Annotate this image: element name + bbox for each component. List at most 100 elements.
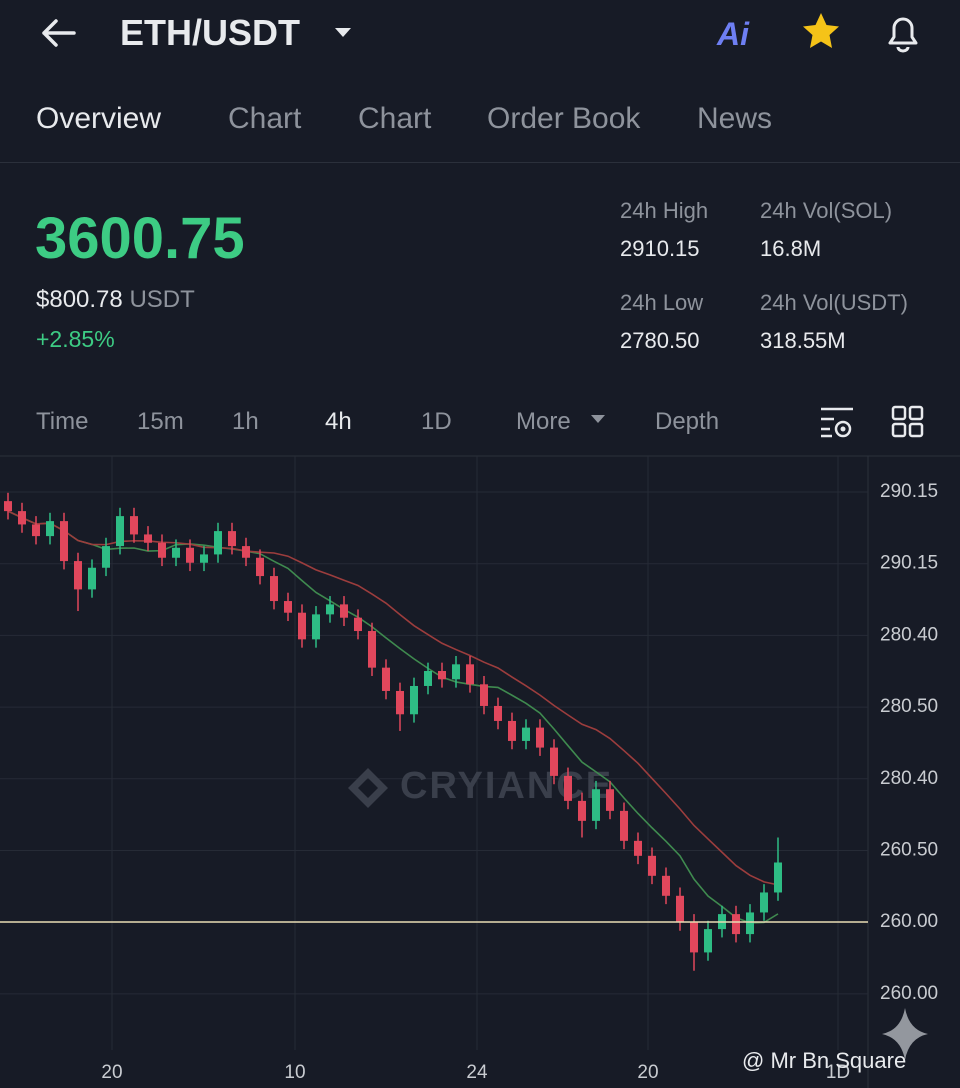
candle-body [130, 516, 138, 535]
back-button[interactable] [38, 16, 78, 50]
y-axis-label: 260.00 [880, 983, 938, 1004]
candle-body [606, 789, 614, 811]
candle-body [102, 546, 110, 568]
candle-body [732, 914, 740, 935]
timeframe[interactable]: More [516, 408, 571, 435]
candle-body [18, 511, 26, 525]
moving-average [7, 510, 779, 886]
change: +2.85% [36, 326, 115, 352]
candle-body [508, 720, 516, 741]
stat-label: 24h Vol(USDT) [760, 290, 908, 315]
candle-body [144, 534, 152, 543]
timeframe[interactable]: Time [36, 408, 89, 435]
notifications[interactable] [882, 10, 924, 54]
candle-body [88, 567, 96, 590]
y-axis-label: 260.00 [880, 911, 938, 932]
tab[interactable]: Chart [358, 102, 432, 135]
candle-body [410, 685, 418, 715]
candle-body [172, 547, 180, 558]
candle-body [676, 895, 684, 923]
candle-body [648, 855, 656, 876]
ai-button[interactable]: Ai [717, 16, 749, 52]
candle-body [382, 667, 390, 691]
fiat-unit: USDT [129, 286, 195, 313]
candle-body [214, 531, 222, 555]
candle-body [60, 521, 68, 562]
candle-body [452, 664, 460, 680]
x-axis-label: 1D [826, 1062, 850, 1083]
candle-body [256, 557, 264, 577]
y-axis-label: 290.15 [880, 481, 938, 502]
indicator-settings[interactable] [818, 404, 856, 440]
y-axis-label: 280.40 [880, 768, 938, 789]
candle-body [186, 547, 194, 563]
more-caret[interactable] [590, 414, 606, 424]
candle-body [46, 521, 54, 537]
fiat-price: $800.78 USDT [36, 286, 195, 314]
candle-body [746, 912, 754, 935]
divider [0, 162, 960, 163]
stat-value: 318.55M [760, 328, 846, 353]
candle-body [228, 531, 236, 547]
candle-body [116, 516, 124, 547]
candle-body [760, 892, 768, 913]
candle-body [522, 727, 530, 741]
candle-body [424, 670, 432, 686]
y-axis-label: 280.50 [880, 696, 938, 717]
candle-body [480, 684, 488, 706]
stat-label: 24h Vol(SOL) [760, 198, 893, 223]
tab[interactable]: News [697, 102, 773, 135]
candle-body [396, 690, 404, 715]
sparkle-logo [882, 1008, 928, 1060]
candle-body [662, 875, 670, 896]
fiat-value: $800.78 [36, 286, 123, 313]
candle-body [438, 670, 446, 680]
stat-label: 24h High [620, 198, 709, 223]
candle-body [326, 604, 334, 615]
x-axis-label: 24 [466, 1062, 488, 1083]
candle-body [550, 747, 558, 776]
timeframe[interactable]: 15m [137, 408, 184, 435]
tab-active[interactable]: Overview [36, 102, 162, 135]
tab[interactable]: Chart [228, 102, 302, 135]
candle-body [620, 810, 628, 841]
x-axis-label: 20 [637, 1062, 658, 1083]
stat-label: 24h Low [620, 290, 704, 315]
stat-value: 16.8M [760, 236, 822, 261]
y-axis-label: 280.40 [880, 624, 938, 645]
candle-body [578, 800, 586, 821]
candle-body [340, 604, 348, 618]
pair[interactable]: ETH/USDT [120, 12, 300, 53]
tab[interactable]: Order Book [487, 102, 641, 135]
candle-body [298, 612, 306, 640]
pair-caret[interactable] [333, 26, 353, 38]
candle-body [690, 922, 698, 953]
candle-body [536, 727, 544, 748]
candle-body [242, 546, 250, 558]
stat-value: 2780.50 [620, 328, 700, 353]
timeframe[interactable]: 1h [232, 408, 259, 435]
candle-body [774, 862, 782, 893]
timeframe[interactable]: Depth [655, 408, 720, 435]
watermark: CRYIANCE [400, 765, 613, 807]
credit: @ Mr Bn Square [742, 1048, 907, 1073]
candle-body [634, 840, 642, 856]
last-price: 3600.75 [35, 206, 245, 271]
y-axis-label: 290.15 [880, 553, 938, 574]
x-axis-label: 10 [284, 1062, 305, 1083]
layout-grid[interactable] [890, 404, 926, 440]
candle-body [270, 576, 278, 602]
candle-body [704, 929, 712, 953]
favorite[interactable] [800, 10, 842, 52]
timeframe-active[interactable]: 4h [325, 408, 352, 435]
candle-body [466, 664, 474, 685]
y-axis-label: 260.50 [880, 840, 938, 861]
candle-body [312, 614, 320, 640]
stat-value: 2910.15 [620, 236, 700, 261]
candle-body [368, 631, 376, 668]
moving-average [7, 510, 779, 924]
candle-body [4, 501, 12, 512]
candle-body [200, 554, 208, 563]
timeframe[interactable]: 1D [421, 408, 452, 435]
